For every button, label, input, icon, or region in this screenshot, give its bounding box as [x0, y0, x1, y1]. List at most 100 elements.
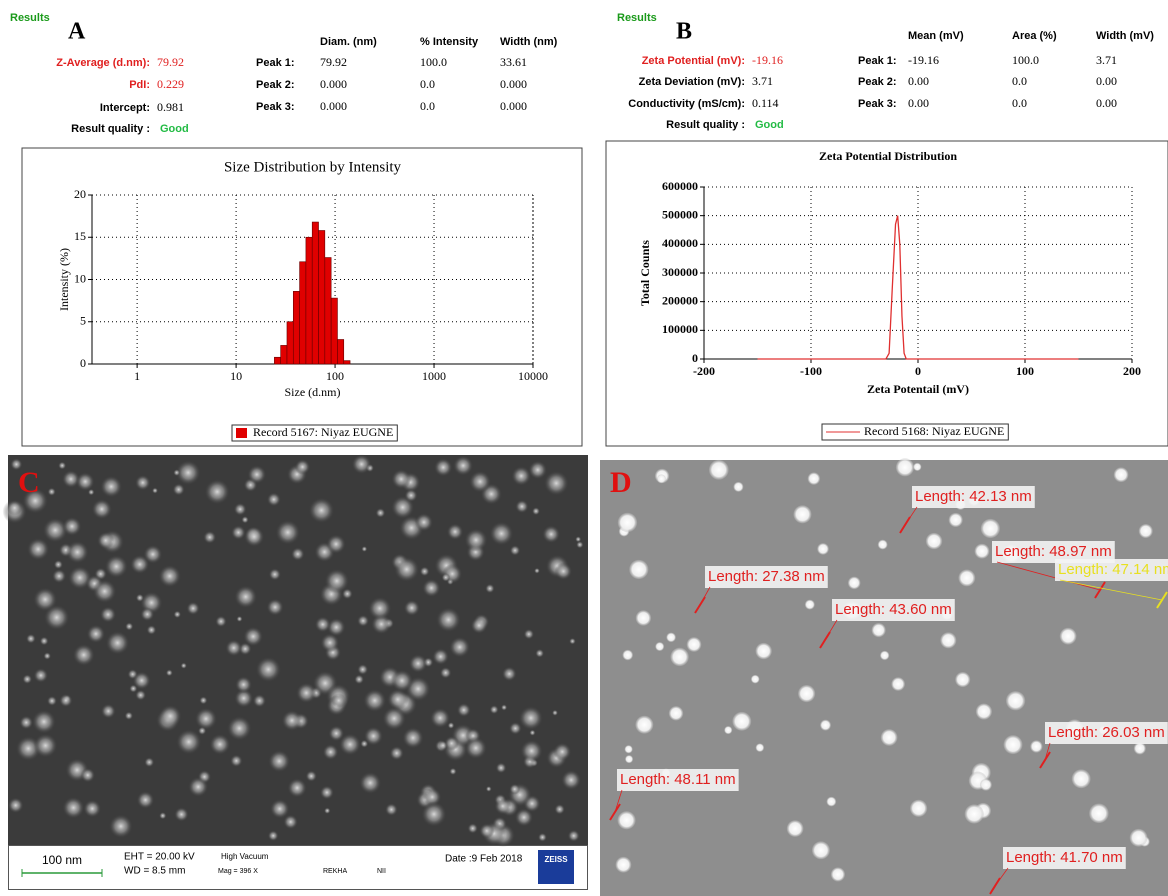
particle — [965, 804, 984, 823]
chart-title: Zeta Potential Distribution — [819, 149, 957, 163]
particle — [787, 820, 804, 837]
particle — [133, 671, 151, 689]
particle — [195, 708, 217, 730]
particle — [449, 637, 470, 658]
particle — [282, 710, 303, 731]
particle — [502, 666, 517, 681]
sem-info-bar — [9, 846, 588, 890]
particle — [561, 770, 581, 790]
particle — [125, 711, 134, 720]
y-tick-label: 400000 — [662, 236, 698, 250]
particle — [73, 644, 95, 666]
particle — [486, 786, 492, 792]
particle — [519, 706, 543, 730]
panel-letter: B — [676, 19, 692, 45]
particle — [136, 594, 144, 602]
particle — [1089, 804, 1109, 824]
x-tick-label: 100 — [1016, 364, 1034, 378]
particle — [80, 768, 95, 783]
particle — [1004, 735, 1023, 754]
sem-info: EHT = 20.00 kV — [124, 852, 195, 863]
particle — [230, 755, 243, 768]
particle — [465, 737, 487, 759]
summary-label: Zeta Potential (mV): — [642, 55, 745, 67]
particle — [881, 729, 898, 746]
particle — [368, 597, 391, 620]
measurement: Length: 27.38 nm — [708, 568, 825, 585]
particle — [981, 519, 1000, 538]
peak-value: 0.0 — [1012, 96, 1027, 110]
particle — [306, 770, 318, 782]
legend-swatch — [236, 428, 247, 438]
particle — [87, 625, 106, 644]
particle — [158, 565, 181, 588]
particle — [47, 696, 57, 706]
particle — [125, 622, 133, 630]
bar — [337, 339, 343, 364]
particle — [101, 704, 116, 719]
particle — [529, 730, 535, 736]
y-tick-label: 600000 — [662, 179, 698, 193]
column-header: Diam. (nm) — [320, 36, 377, 48]
particle — [256, 657, 282, 683]
particle — [58, 461, 66, 469]
particle — [670, 648, 688, 666]
particle — [354, 674, 364, 684]
particle — [432, 648, 449, 665]
measurement: Length: 47.14 nm — [1058, 561, 1168, 578]
particle — [180, 662, 187, 669]
legend-label: Record 5167: Niyaz EUGNE — [253, 425, 393, 439]
particle — [510, 545, 521, 556]
bar — [306, 237, 312, 364]
x-tick-label: 1 — [134, 369, 140, 383]
column-header: Area (%) — [1012, 30, 1057, 42]
x-tick-label: 0 — [915, 364, 921, 378]
particle — [97, 532, 114, 549]
particle — [339, 733, 361, 755]
particle — [389, 746, 403, 760]
y-tick-label: 20 — [74, 187, 86, 201]
panel-letter: D — [610, 466, 632, 499]
summary-value: 0.114 — [752, 96, 779, 110]
particle — [501, 704, 507, 710]
particle — [872, 623, 886, 637]
particle — [19, 716, 33, 730]
sem-image — [600, 460, 1168, 896]
bar — [287, 322, 293, 364]
particle — [231, 525, 246, 540]
particle — [209, 734, 230, 755]
peak-value: 0.0 — [1012, 74, 1027, 88]
particle — [490, 705, 499, 714]
peak-label: Peak 3: — [858, 98, 897, 110]
y-tick-label: 500000 — [662, 207, 698, 221]
particle — [479, 823, 494, 838]
sem-info: WD = 8.5 mm — [124, 866, 185, 877]
legend-label: Record 5168: Niyaz EUGNE — [864, 424, 1004, 438]
scale-label: 100 nm — [42, 853, 82, 867]
column-header: Mean (mV) — [908, 30, 964, 42]
particle — [385, 803, 398, 816]
particle — [363, 689, 386, 712]
bar — [274, 357, 280, 364]
particle — [137, 791, 155, 809]
panel-letter: A — [68, 19, 86, 45]
chart-title: Size Distribution by Intensity — [224, 159, 402, 175]
particle — [243, 627, 263, 647]
particle — [622, 650, 633, 661]
x-tick-label: 1000 — [422, 369, 446, 383]
particle — [152, 487, 158, 493]
particle — [511, 466, 531, 486]
particle — [447, 523, 464, 540]
particle — [135, 690, 146, 701]
peak-value: 0.000 — [320, 99, 347, 113]
particle — [494, 798, 511, 815]
bar — [312, 222, 318, 364]
particle — [555, 562, 573, 580]
particle — [615, 857, 631, 873]
particle — [471, 617, 488, 634]
particle — [949, 513, 963, 527]
particle — [143, 545, 162, 564]
sem-info: Date :9 Feb 2018 — [445, 854, 523, 865]
column-header: % Intensity — [420, 36, 479, 48]
particle — [22, 674, 32, 684]
